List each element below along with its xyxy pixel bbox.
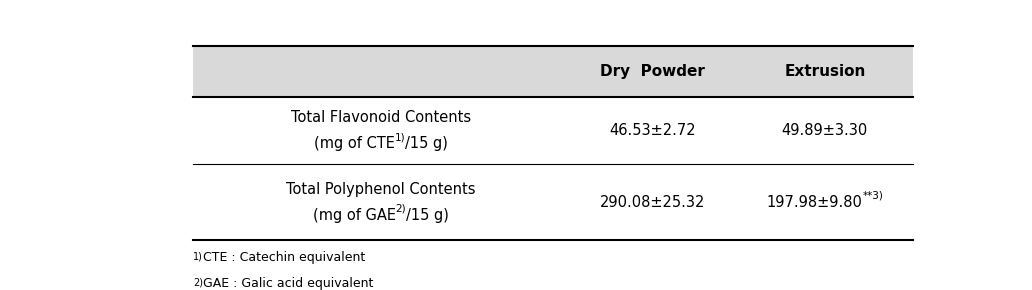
Text: 49.89±3.30: 49.89±3.30 [781, 123, 868, 138]
Text: Total Flavonoid Contents: Total Flavonoid Contents [291, 110, 471, 125]
Text: (mg of GAE: (mg of GAE [313, 208, 395, 223]
Text: 1): 1) [193, 251, 203, 261]
Text: Dry  Powder: Dry Powder [601, 64, 705, 79]
Text: 2): 2) [193, 277, 203, 287]
Text: /15 g): /15 g) [407, 208, 449, 223]
Text: (mg of CTE: (mg of CTE [314, 136, 394, 151]
Text: GAE : Galic acid equivalent: GAE : Galic acid equivalent [203, 277, 374, 290]
Text: **3): **3) [863, 190, 883, 200]
Text: 290.08±25.32: 290.08±25.32 [601, 195, 706, 210]
Bar [193, 46, 913, 97]
Text: 197.98±9.80: 197.98±9.80 [767, 195, 863, 210]
Text: 1): 1) [394, 133, 406, 142]
Text: 2): 2) [395, 204, 407, 214]
Text: Total Polyphenol Contents: Total Polyphenol Contents [286, 182, 476, 197]
Text: Extrusion: Extrusion [784, 64, 866, 79]
Text: CTE : Catechin equivalent: CTE : Catechin equivalent [203, 251, 365, 264]
Text: /15 g): /15 g) [406, 136, 448, 151]
Text: 46.53±2.72: 46.53±2.72 [610, 123, 697, 138]
